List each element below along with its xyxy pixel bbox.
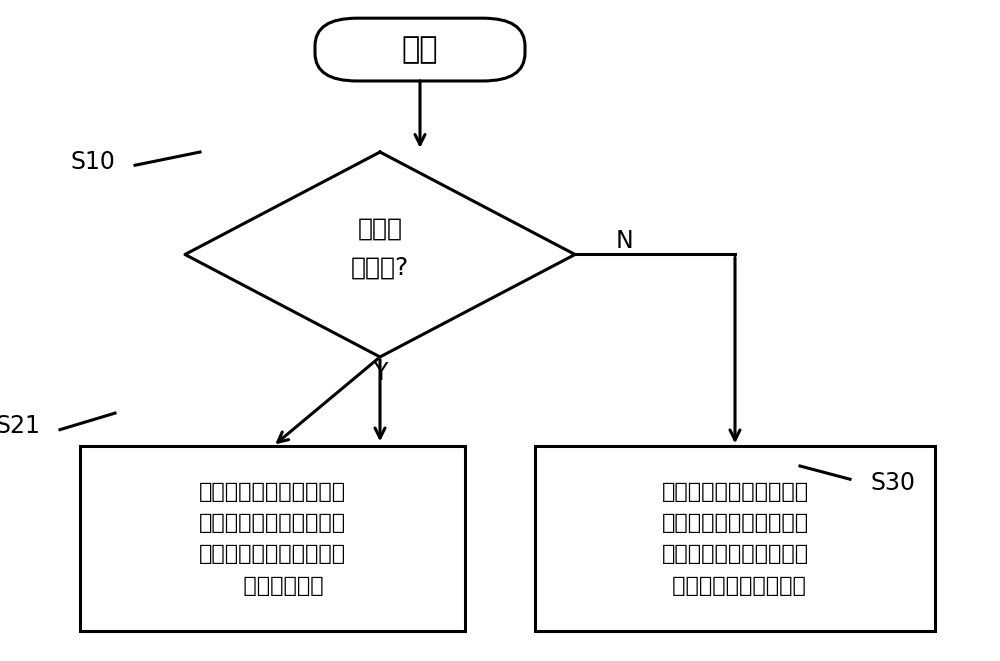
Text: Y: Y <box>373 362 387 385</box>
Text: 控制辅助电源单元为辅助
热管理系统供电，且辅助
热管理系统以预设温度和
 预设时间段加热蓄电池: 控制辅助电源单元为辅助 热管理系统供电，且辅助 热管理系统以预设温度和 预设时间… <box>661 482 809 596</box>
Bar <box>535 446 935 631</box>
Text: S21: S21 <box>0 414 40 438</box>
FancyBboxPatch shape <box>315 18 525 81</box>
Bar <box>80 446 465 631</box>
Text: 开始: 开始 <box>402 35 438 64</box>
Text: 车辆是
否上电?: 车辆是 否上电? <box>351 216 409 280</box>
Text: S30: S30 <box>870 471 915 494</box>
Text: S10: S10 <box>70 150 115 174</box>
Text: N: N <box>616 229 634 253</box>
Text: 控制蓄电池对辅助电源单
元充电并存储电量；同时
控制整车热管理系统对蓄
   电池进行加热: 控制蓄电池对辅助电源单 元充电并存储电量；同时 控制整车热管理系统对蓄 电池进行… <box>199 482 346 596</box>
